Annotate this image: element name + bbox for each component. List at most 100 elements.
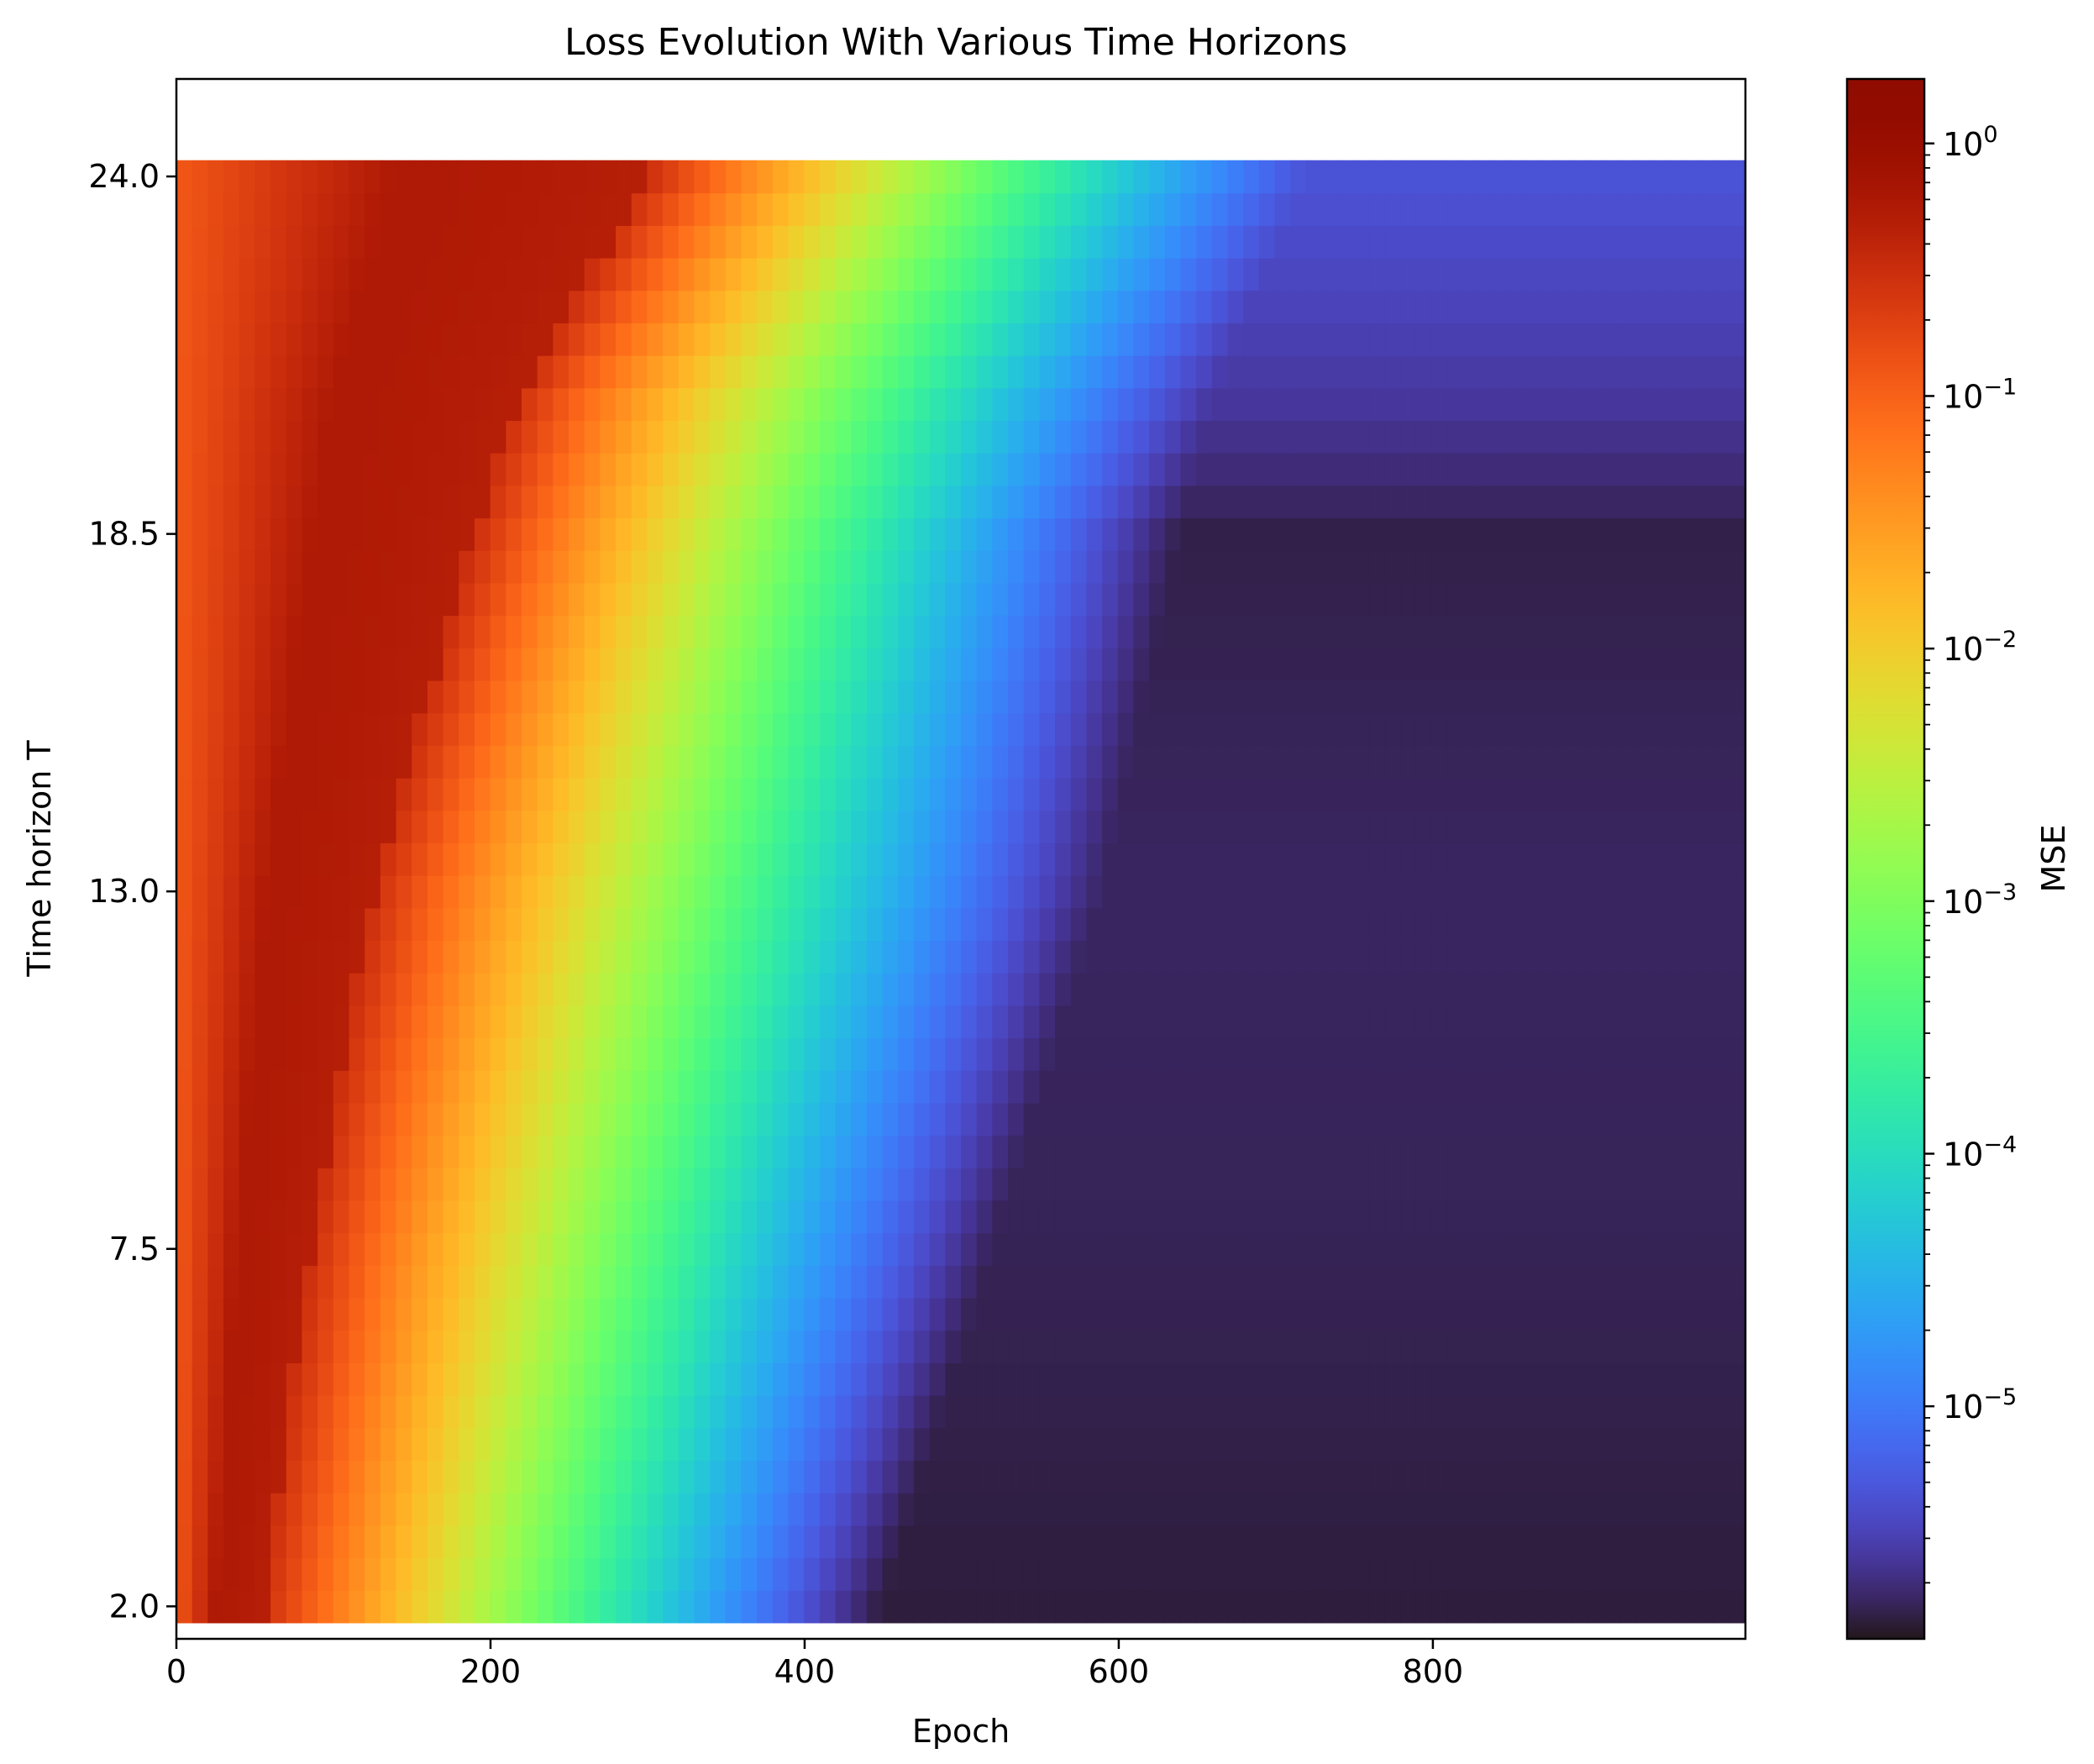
heatmap-cell [1086, 1069, 1103, 1104]
heatmap-cell [1400, 1037, 1417, 1071]
heatmap-cell [992, 810, 1009, 843]
heatmap-cell [1086, 1362, 1103, 1396]
heatmap-cell [1400, 354, 1417, 389]
heatmap-cell [1164, 225, 1182, 259]
heatmap-cell [976, 1297, 994, 1331]
heatmap-cell [819, 290, 837, 323]
heatmap-cell [537, 1589, 554, 1624]
heatmap-cell [569, 225, 585, 259]
heatmap-cell [412, 1492, 428, 1526]
heatmap-cell [1211, 420, 1229, 454]
heatmap-cell [1211, 1037, 1229, 1071]
heatmap-cell [694, 907, 711, 942]
heatmap-cell [1023, 1232, 1041, 1266]
heatmap-cell [474, 354, 491, 389]
heatmap-cell [239, 1037, 256, 1071]
heatmap-cell [1164, 940, 1182, 974]
heatmap-cell [490, 1005, 507, 1039]
heatmap-cell [1509, 549, 1527, 584]
heatmap-cell [537, 420, 554, 454]
heatmap-cell [207, 1427, 224, 1462]
heatmap-cell [1714, 810, 1731, 843]
heatmap-cell [1353, 843, 1370, 876]
heatmap-cell [1149, 1330, 1166, 1363]
heatmap-cell [1337, 225, 1354, 259]
heatmap-cell [819, 1297, 837, 1331]
heatmap-cell [757, 1557, 774, 1591]
heatmap-cell [1525, 1102, 1542, 1137]
heatmap-cell [396, 1135, 412, 1168]
heatmap-cell [929, 1135, 947, 1168]
heatmap-cell [1384, 680, 1401, 714]
heatmap-cell [1337, 517, 1354, 551]
heatmap-cell [1180, 1135, 1197, 1168]
heatmap-cell [490, 1297, 507, 1331]
heatmap-cell [851, 1102, 868, 1137]
heatmap-cell [1431, 843, 1448, 876]
heatmap-cell [866, 874, 884, 909]
heatmap-cell [1698, 648, 1715, 681]
heatmap-cell [710, 323, 727, 356]
heatmap-cell [1729, 843, 1746, 876]
heatmap-cell [1290, 1394, 1307, 1429]
heatmap-cell [584, 1297, 601, 1331]
heatmap-cell [412, 648, 428, 681]
heatmap-cell [239, 648, 256, 681]
heatmap-cell [1368, 452, 1386, 486]
heatmap-cell [1023, 549, 1041, 584]
heatmap-cell [333, 1525, 350, 1559]
heatmap-cell [1117, 1394, 1135, 1429]
heatmap-cell [631, 1557, 648, 1591]
heatmap-cell [412, 549, 428, 584]
heatmap-cell [427, 1265, 444, 1299]
heatmap-cell [192, 1362, 209, 1396]
heatmap-cell [365, 1102, 381, 1137]
heatmap-cell [1102, 680, 1119, 714]
heatmap-cell [741, 1394, 758, 1429]
heatmap-cell [192, 1200, 209, 1234]
heatmap-cell [1415, 712, 1433, 746]
heatmap-cell [365, 1135, 381, 1168]
heatmap-cell [1415, 745, 1433, 779]
heatmap-cell [270, 745, 287, 779]
heatmap-cell [1588, 972, 1605, 1006]
heatmap-cell [239, 1069, 256, 1104]
heatmap-cell [1494, 1232, 1511, 1266]
heatmap-cell [1431, 1069, 1448, 1104]
heatmap-cell [1274, 1005, 1292, 1039]
heatmap-cell [913, 1362, 931, 1396]
heatmap-cell [1588, 940, 1605, 974]
heatmap-cell [1211, 907, 1229, 942]
heatmap-cell [302, 874, 318, 909]
heatmap-cell [443, 354, 460, 389]
heatmap-cell [1635, 1525, 1652, 1559]
heatmap-cell [490, 1362, 507, 1396]
heatmap-cell [1572, 615, 1589, 648]
heatmap-cell [192, 549, 209, 584]
heatmap-cell [741, 1102, 758, 1137]
heatmap-cell [1666, 323, 1684, 356]
heatmap-cell [537, 1135, 554, 1168]
heatmap-cell [710, 648, 727, 681]
heatmap-cell [1227, 192, 1245, 226]
heatmap-cell [1635, 712, 1652, 746]
heatmap-cell [521, 1265, 538, 1299]
heatmap-cell [207, 1492, 224, 1526]
heatmap-cell [459, 745, 475, 779]
heatmap-cell [1211, 874, 1229, 909]
heatmap-cell [1086, 810, 1103, 843]
heatmap-cell [1164, 387, 1182, 422]
heatmap-cell [1039, 843, 1056, 876]
heatmap-cell [663, 843, 680, 876]
heatmap-cell [286, 323, 303, 356]
heatmap-cell [412, 1362, 428, 1396]
heatmap-cell [459, 972, 475, 1006]
heatmap-cell [961, 680, 978, 714]
heatmap-cell [1243, 323, 1260, 356]
heatmap-cell [835, 549, 853, 584]
heatmap-cell [1070, 680, 1088, 714]
heatmap-cell [1243, 745, 1260, 779]
heatmap-cell [443, 452, 460, 486]
heatmap-cell [1447, 387, 1464, 422]
heatmap-cell [365, 517, 381, 551]
